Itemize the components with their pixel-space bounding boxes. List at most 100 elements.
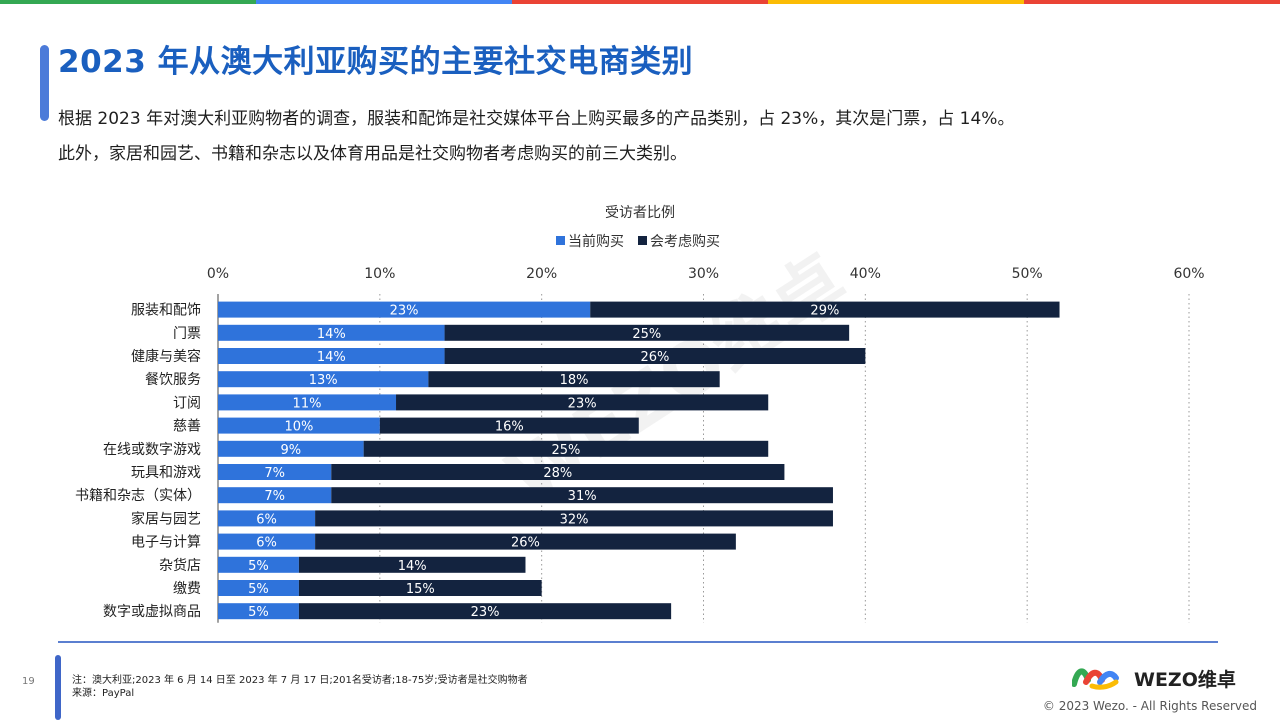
data-label: 5% (248, 559, 269, 574)
bar-current-purchase (218, 510, 316, 527)
source-note: 来源：PayPal (72, 688, 135, 699)
bar-consider-purchase (428, 371, 720, 388)
wezo-logo-icon (1072, 668, 1119, 690)
data-label: 6% (256, 512, 277, 527)
category-label: 书籍和杂志（实体） (75, 487, 201, 504)
logo-text: WEZO维卓 (1134, 669, 1236, 691)
category-label: 订阅 (173, 395, 201, 411)
data-label: 9% (281, 443, 302, 458)
x-tick-label: 10% (364, 266, 395, 282)
footer-divider (58, 641, 1218, 643)
strip-segment (768, 0, 1024, 4)
data-label: 16% (495, 420, 524, 435)
category-label: 家居与园艺 (131, 510, 201, 527)
bar-current-purchase (218, 580, 299, 596)
x-tick-label: 30% (688, 266, 719, 282)
bar-consider-purchase (363, 440, 769, 457)
category-label: 玩具和游戏 (131, 465, 201, 481)
category-label: 在线或数字游戏 (103, 442, 201, 458)
bar-current-purchase (218, 533, 316, 550)
footer-accent-bar (55, 655, 61, 720)
data-label: 23% (471, 605, 500, 620)
x-tick-label: 0% (207, 266, 229, 282)
data-label: 18% (560, 373, 589, 388)
bar-current-purchase (218, 371, 429, 388)
category-label: 服装和配饰 (131, 303, 201, 319)
data-label: 7% (264, 489, 285, 504)
data-label: 5% (248, 582, 269, 597)
bar-current-purchase (218, 301, 591, 318)
data-label: 26% (511, 536, 540, 551)
data-label: 14% (398, 559, 427, 574)
bar-current-purchase (218, 487, 332, 504)
data-label: 26% (640, 350, 669, 365)
data-label: 6% (256, 536, 277, 551)
bar-consider-purchase (298, 580, 542, 596)
data-label: 13% (309, 373, 338, 388)
data-label: 14% (317, 327, 346, 342)
bar-current-purchase (218, 324, 445, 341)
x-tick-label: 60% (1173, 266, 1204, 282)
top-color-strip (0, 0, 1280, 4)
bar-consider-purchase (298, 556, 526, 573)
strip-segment (1024, 0, 1280, 4)
x-tick-label: 50% (1012, 266, 1043, 282)
bar-consider-purchase (444, 324, 850, 341)
category-label: 慈善 (173, 419, 201, 435)
copyright: © 2023 Wezo. - All Rights Reserved (1042, 699, 1257, 713)
bar-current-purchase (218, 348, 445, 364)
bar-consider-purchase (331, 464, 785, 480)
data-label: 14% (317, 350, 346, 365)
data-label: 25% (551, 443, 580, 458)
bar-consider-purchase (396, 394, 769, 411)
data-label: 15% (406, 582, 435, 597)
data-label: 7% (264, 466, 285, 481)
category-label: 健康与美容 (131, 348, 201, 365)
bar-current-purchase (218, 603, 299, 620)
data-label: 32% (560, 512, 589, 527)
chart-title: 受访者比例 (605, 205, 675, 221)
data-label: 31% (568, 489, 597, 504)
strip-segment (512, 0, 768, 4)
legend-label: 会考虑购买 (650, 234, 720, 250)
description-line-2: 此外，家居和园艺、书籍和杂志以及体育用品是社交购物者考虑购买的前三大类别。 (58, 144, 687, 164)
data-label: 23% (568, 396, 597, 411)
bar-current-purchase (218, 417, 380, 434)
legend-label: 当前购买 (568, 233, 624, 250)
category-label: 电子与计算 (131, 535, 201, 551)
title-accent-bar (40, 45, 49, 121)
data-label: 5% (248, 605, 269, 620)
data-label: 10% (284, 420, 313, 435)
bar-consider-purchase (331, 487, 833, 504)
page-number: 19 (22, 676, 35, 687)
data-label: 23% (390, 304, 419, 319)
bar-consider-purchase (590, 301, 1060, 318)
bar-current-purchase (218, 464, 332, 480)
bar-consider-purchase (315, 533, 736, 550)
bar-consider-purchase (379, 417, 639, 434)
bar-consider-purchase (298, 603, 672, 620)
data-label: 25% (632, 327, 661, 342)
x-tick-label: 40% (850, 266, 881, 282)
category-label: 门票 (173, 326, 201, 342)
category-label: 餐饮服务 (145, 372, 201, 388)
bar-current-purchase (218, 556, 299, 573)
strip-segment (256, 0, 512, 4)
x-tick-label: 20% (526, 266, 557, 282)
bar-current-purchase (218, 394, 397, 411)
footnote: 注：澳大利亚;2023 年 6 月 14 日至 2023 年 7 月 17 日;… (72, 675, 528, 686)
data-label: 11% (293, 396, 322, 411)
bar-consider-purchase (315, 510, 833, 527)
legend-swatch (638, 236, 647, 245)
bar-current-purchase (218, 440, 364, 457)
category-label: 数字或虚拟商品 (103, 604, 201, 620)
category-label: 杂货店 (159, 557, 201, 574)
page-title: 2023 年从澳大利亚购买的主要社交电商类别 (58, 44, 694, 80)
strip-segment (0, 0, 256, 4)
bar-consider-purchase (444, 348, 866, 364)
legend-swatch (556, 236, 565, 245)
category-label: 缴费 (173, 581, 201, 597)
description-line-1: 根据 2023 年对澳大利亚购物者的调查，服装和配饰是社交媒体平台上购买最多的产… (58, 109, 1015, 129)
data-label: 28% (543, 466, 572, 481)
